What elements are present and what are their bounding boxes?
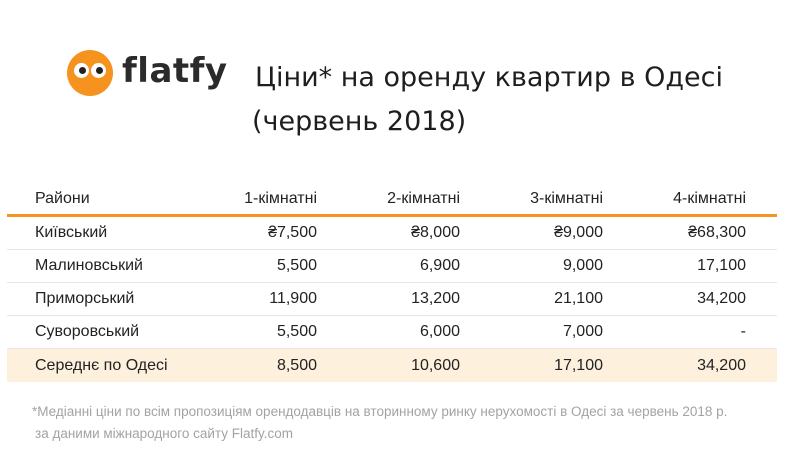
price-2-room: 10,600 bbox=[411, 356, 460, 374]
price-4-room: ₴68,300 bbox=[688, 224, 746, 241]
title-line-2: (червень 2018) bbox=[252, 106, 467, 137]
price-1-room: 5,500 bbox=[276, 323, 317, 340]
table-header-row: Райони 1-кімнатні 2-кімнатні 3-кімнатні … bbox=[7, 184, 777, 217]
price-4-room: 34,200 bbox=[697, 290, 746, 307]
price-2-room: 6,000 bbox=[419, 323, 460, 340]
price-3-room: 7,000 bbox=[562, 323, 603, 340]
price-1-room: ₴7,500 bbox=[268, 224, 317, 241]
page-title: Ціни* на оренду квартир в Одесі (червень… bbox=[252, 56, 723, 144]
table-row: Малиновський 5,500 6,900 9,000 17,100 bbox=[7, 250, 777, 283]
table-row: Приморський 11,900 13,200 21,100 34,200 bbox=[7, 283, 777, 316]
owl-right-eye bbox=[91, 63, 106, 78]
district-name: Приморський bbox=[35, 290, 135, 307]
district-name: Київський bbox=[35, 224, 108, 241]
price-2-room: ₴8,000 bbox=[411, 224, 460, 241]
price-2-room: 13,200 bbox=[411, 290, 460, 307]
district-name: Суворовський bbox=[35, 323, 140, 340]
brand-name: flatfy bbox=[122, 51, 228, 91]
header-cell-2-room: 2-кімнатні bbox=[387, 190, 460, 207]
price-4-room: 17,100 bbox=[697, 257, 746, 274]
header-cell-3-room: 3-кімнатні bbox=[530, 190, 603, 207]
price-3-room: 21,100 bbox=[554, 290, 603, 307]
price-1-room: 11,900 bbox=[269, 290, 317, 307]
title-line-1: Ціни* на оренду квартир в Одесі bbox=[255, 62, 723, 93]
flatfy-logo: flatfy bbox=[67, 50, 228, 96]
district-name: Середнє по Одесі bbox=[35, 356, 168, 374]
owl-logo-icon bbox=[67, 50, 113, 96]
table-row: Суворовський 5,500 6,000 7,000 - bbox=[7, 316, 777, 349]
rent-price-table: Райони 1-кімнатні 2-кімнатні 3-кімнатні … bbox=[7, 184, 777, 382]
district-name: Малиновський bbox=[35, 257, 143, 274]
table-row-average: Середнє по Одесі 8,500 10,600 17,100 34,… bbox=[7, 349, 777, 382]
header-cell-1-room: 1-кімнатні bbox=[244, 190, 317, 207]
table-row: Київський ₴7,500 ₴8,000 ₴9,000 ₴68,300 bbox=[7, 217, 777, 250]
price-1-room: 5,500 bbox=[276, 257, 317, 274]
footnote: *Медіанні ціни по всім пропозиціям оренд… bbox=[32, 401, 727, 445]
price-4-room: - bbox=[740, 323, 746, 340]
footnote-line-2: за даними міжнародного сайту Flatfy.com bbox=[35, 426, 294, 441]
price-3-room: 9,000 bbox=[562, 257, 603, 274]
footnote-line-1: *Медіанні ціни по всім пропозиціям оренд… bbox=[32, 404, 728, 419]
price-2-room: 6,900 bbox=[419, 257, 460, 274]
price-3-room: 17,100 bbox=[554, 356, 603, 374]
price-4-room: 34,200 bbox=[697, 356, 746, 374]
header-cell-4-room: 4-кімнатні bbox=[673, 190, 746, 207]
price-1-room: 8,500 bbox=[276, 356, 317, 374]
header-cell-district: Райони bbox=[35, 190, 90, 207]
price-3-room: ₴9,000 bbox=[554, 224, 603, 241]
owl-left-eye bbox=[74, 63, 89, 78]
